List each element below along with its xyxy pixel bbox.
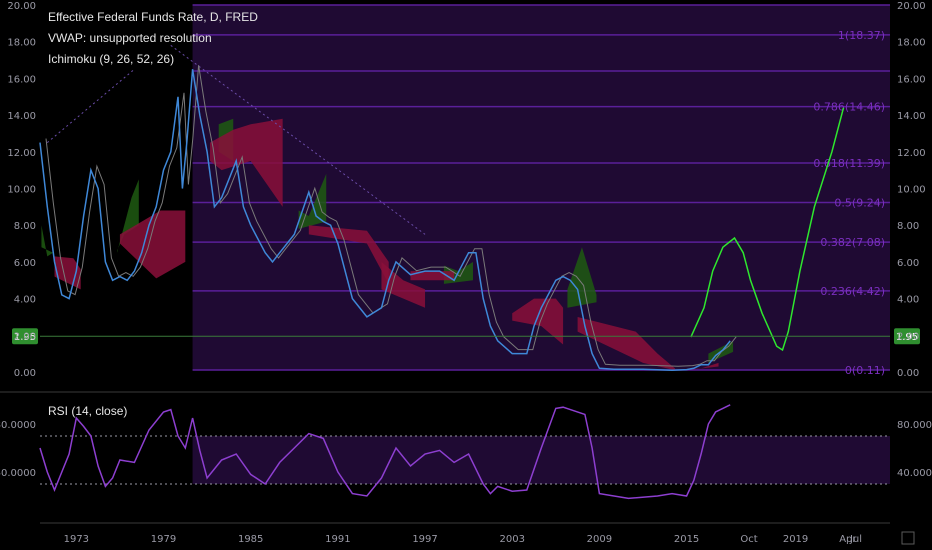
price-badge-left — [12, 328, 38, 345]
ichimoku-cloud-bullish — [567, 247, 597, 308]
y-tick-label-left: 2.00 — [14, 331, 36, 342]
fib-level-label: 0.618(11.39) — [813, 157, 885, 170]
ichimoku-cloud-bearish — [381, 261, 426, 308]
fib-level-label: 1(18.37) — [838, 29, 885, 42]
ichimoku-cloud-bearish — [577, 316, 675, 371]
y-tick-label-left: 12.00 — [7, 148, 36, 159]
x-tick-label: Jul — [849, 534, 862, 545]
rsi-tick-label-left: 40.0000 — [0, 468, 36, 479]
y-tick-label-left: 8.00 — [14, 221, 36, 232]
y-tick-label-right: 16.00 — [897, 74, 926, 85]
y-tick-label-left: 0.00 — [14, 368, 36, 379]
y-tick-label-left: 20.00 — [7, 1, 36, 12]
x-tick-label: 2019 — [783, 534, 808, 545]
x-tick-label: 2015 — [674, 534, 699, 545]
fib-level-label: 0.382(7.08) — [820, 236, 885, 249]
ichimoku-cloud-bullish — [41, 225, 54, 257]
ichimoku-cloud-bearish — [512, 298, 564, 345]
x-tick-label: Apr — [839, 534, 857, 545]
y-tick-label-right: 20.00 — [897, 1, 926, 12]
lagging-span-line — [45, 65, 737, 367]
x-tick-label: 1997 — [412, 534, 437, 545]
projection-line — [690, 107, 845, 352]
settings-icon — [901, 531, 915, 545]
rsi-tick-label-right: 80.0000 — [897, 420, 932, 431]
trend-line — [46, 68, 135, 144]
rsi-indicator-label: RSI (14, close) — [48, 404, 128, 418]
price-line — [39, 69, 731, 371]
ichimoku-indicator-label: Ichimoku (9, 26, 52, 26) — [48, 52, 175, 66]
fib-level-label: 0.786(14.46) — [813, 101, 885, 114]
y-tick-label-left: 4.00 — [14, 295, 36, 306]
rsi-tick-label-left: 80.0000 — [0, 420, 36, 431]
y-tick-label-left: 18.00 — [7, 38, 36, 49]
rsi-chart — [39, 404, 891, 500]
x-tick-label: 2003 — [499, 534, 524, 545]
fib-level-label: 0(0.11) — [845, 364, 885, 377]
rsi-tick-label-right: 40.0000 — [897, 468, 932, 479]
vwap-indicator-label: VWAP: unsupported resolution — [48, 31, 212, 45]
y-tick-label-right: 18.00 — [897, 38, 926, 49]
price-badge-right-text: 1.95 — [896, 332, 918, 343]
y-tick-label-left: 10.00 — [7, 185, 36, 196]
x-tick-label: 1973 — [64, 534, 89, 545]
price-badge-left-text: 1.95 — [14, 332, 36, 343]
rsi-band — [192, 436, 891, 484]
ichimoku-cloud-bearish — [119, 210, 186, 279]
x-tick-label: 1991 — [325, 534, 350, 545]
y-tick-label-right: 4.00 — [897, 295, 919, 306]
x-tick-label: 1979 — [151, 534, 176, 545]
chart-title: Effective Federal Funds Rate, D, FRED — [48, 10, 258, 24]
fib-level-label: 0.236(4.42) — [820, 285, 885, 298]
y-tick-label-left: 6.00 — [14, 258, 36, 269]
y-tick-label-right: 6.00 — [897, 258, 919, 269]
ichimoku-cloud-bearish — [210, 118, 283, 207]
y-tick-label-left: 14.00 — [7, 111, 36, 122]
y-tick-label-right: 8.00 — [897, 221, 919, 232]
x-tick-label: 2009 — [587, 534, 612, 545]
y-tick-label-right: 0.00 — [897, 368, 919, 379]
rsi-line — [39, 404, 731, 500]
price-badge-right — [894, 328, 920, 345]
y-tick-label-right: 12.00 — [897, 148, 926, 159]
y-tick-label-right: 10.00 — [897, 185, 926, 196]
fib-level-label: 0.5(9.24) — [834, 196, 885, 209]
y-tick-label-left: 16.00 — [7, 74, 36, 85]
y-tick-label-right: 2.00 — [897, 331, 919, 342]
ichimoku-cloud-bearish — [308, 225, 389, 284]
x-tick-label: Oct — [740, 534, 757, 545]
y-tick-label-right: 14.00 — [897, 111, 926, 122]
main-price-chart: 0(0.11) 0.236(4.42) 0.382(7.08) 0.5(9.24) 0.… — [12, 4, 920, 377]
x-tick-label: 1985 — [238, 534, 263, 545]
